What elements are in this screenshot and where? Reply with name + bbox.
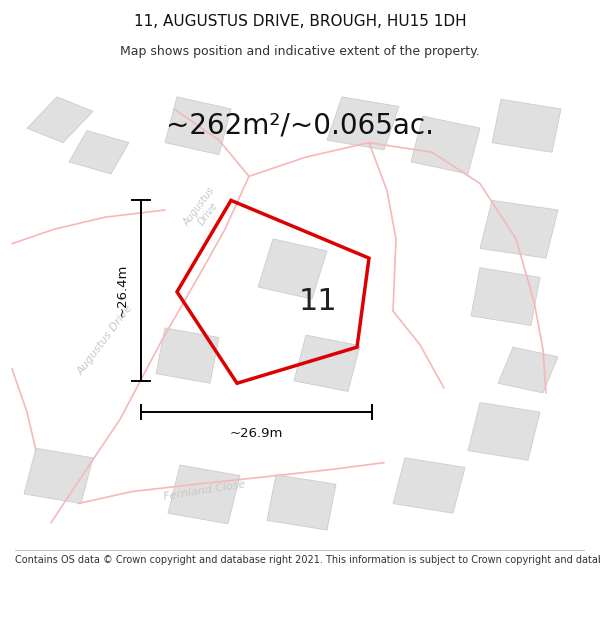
Text: Augustus
Drive: Augustus Drive	[182, 186, 226, 234]
Text: Map shows position and indicative extent of the property.: Map shows position and indicative extent…	[120, 44, 480, 58]
Polygon shape	[498, 347, 558, 393]
Text: Augustus Drive: Augustus Drive	[76, 303, 134, 377]
Polygon shape	[168, 465, 240, 524]
Polygon shape	[411, 116, 480, 174]
Polygon shape	[492, 99, 561, 152]
Polygon shape	[24, 448, 93, 504]
Polygon shape	[294, 335, 360, 391]
Polygon shape	[471, 268, 540, 326]
Polygon shape	[27, 97, 93, 142]
Polygon shape	[156, 328, 219, 383]
Text: 11: 11	[299, 287, 337, 316]
Polygon shape	[258, 239, 327, 299]
Polygon shape	[480, 201, 558, 258]
Polygon shape	[327, 97, 399, 150]
Text: ~26.9m: ~26.9m	[230, 428, 283, 440]
Polygon shape	[267, 475, 336, 530]
Polygon shape	[393, 458, 465, 513]
Polygon shape	[165, 97, 231, 154]
Polygon shape	[69, 131, 129, 174]
Text: ~262m²/~0.065ac.: ~262m²/~0.065ac.	[166, 112, 434, 140]
Polygon shape	[468, 402, 540, 460]
Text: Fernland Close: Fernland Close	[163, 479, 245, 501]
Text: 11, AUGUSTUS DRIVE, BROUGH, HU15 1DH: 11, AUGUSTUS DRIVE, BROUGH, HU15 1DH	[134, 14, 466, 29]
Text: Contains OS data © Crown copyright and database right 2021. This information is : Contains OS data © Crown copyright and d…	[15, 555, 600, 565]
Text: ~26.4m: ~26.4m	[115, 264, 128, 318]
